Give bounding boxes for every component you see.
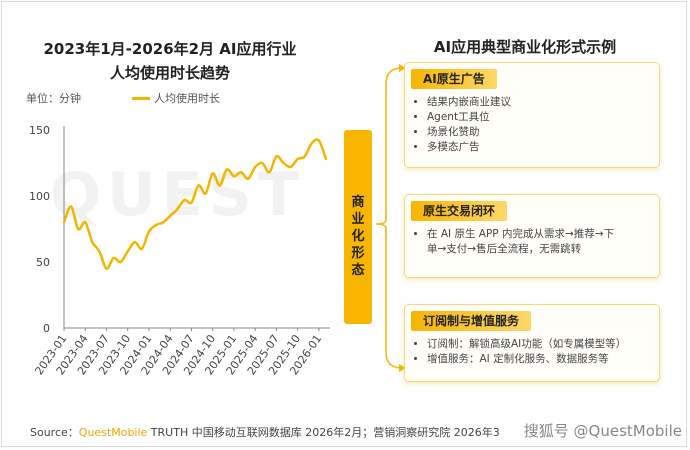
source-prefix: Source：	[30, 426, 79, 439]
data-point	[84, 221, 87, 224]
data-point	[154, 223, 158, 227]
list-item: Agent工具位	[427, 110, 511, 125]
data-point	[169, 214, 172, 217]
card-list-continued: 单→支付→售后全流程，无需跳转	[413, 242, 581, 257]
vertical-char: 商	[351, 195, 365, 210]
y-tick-label: 150	[29, 124, 50, 137]
data-point	[324, 157, 328, 161]
data-point	[176, 208, 179, 211]
legend-swatch	[132, 96, 150, 100]
card-native-ads: AI原生广告 结果内嵌商业建议 Agent工具位 场景化赞助 多模态广告	[404, 62, 660, 168]
data-point	[76, 227, 80, 231]
list-item: 场景化赞助	[427, 125, 511, 140]
series-line	[62, 138, 328, 270]
card-subscription: 订阅制与增值服务 订阅制：解锁高级AI功能（如专属模型等） 增值服务：AI 定制…	[404, 304, 660, 382]
data-point	[268, 171, 271, 174]
card-list: 结果内嵌商业建议 Agent工具位 场景化赞助 多模态广告	[413, 95, 511, 155]
data-point	[225, 168, 229, 171]
card-title: AI原生广告	[411, 69, 497, 89]
vertical-label: 商 业 化 形 态	[344, 194, 372, 279]
vertical-char: 化	[351, 229, 365, 244]
unit-label: 单位：分钟	[26, 92, 81, 105]
vertical-char: 形	[351, 246, 365, 261]
list-item: 订阅制：解锁高级AI功能（如专属模型等）	[427, 337, 626, 352]
legend-label: 人均使用时长	[154, 92, 220, 105]
list-item: 增值服务：AI 定制化服务、数据服务等	[427, 352, 626, 367]
data-point	[303, 155, 306, 158]
data-point	[98, 250, 101, 253]
data-point	[133, 241, 137, 244]
source-text: TRUTH 中国移动互联网数据库 2026年2月；营销洞察研究院 2026年3	[147, 426, 500, 439]
data-point	[275, 155, 278, 158]
data-point	[232, 175, 236, 178]
card-title: 原生交易闭环	[411, 201, 508, 221]
data-point	[218, 184, 221, 187]
data-point	[190, 201, 193, 204]
source-brand: QuestMobile	[78, 426, 148, 439]
data-point	[246, 177, 250, 181]
data-point	[112, 256, 115, 260]
data-point	[62, 221, 66, 224]
right-title: AI应用典型商业化形式示例	[433, 38, 617, 56]
data-point	[282, 161, 285, 165]
list-item: 多模态广告	[427, 140, 511, 155]
data-point	[211, 172, 214, 175]
data-point	[105, 267, 108, 270]
data-point	[119, 260, 122, 264]
y-tick-label: 100	[29, 190, 50, 203]
data-point	[126, 250, 129, 253]
list-item: 在 AI 原生 APP 内完成从需求→推荐→下	[427, 227, 614, 242]
source-footer: Source：QuestMobile TRUTH 中国移动互联网数据库 2026…	[30, 424, 500, 440]
data-point	[140, 247, 144, 250]
sohu-watermark: 搜狐号 @QuestMobile	[523, 422, 682, 440]
data-point	[197, 184, 200, 187]
legend: 人均使用时长	[132, 90, 220, 106]
line-chart: 0501001502023-012023-042023-072023-10202…	[29, 124, 330, 377]
chart-title-line2: 人均使用时长趋势	[109, 64, 230, 82]
data-point	[91, 241, 94, 244]
data-point	[69, 205, 73, 208]
data-point	[317, 139, 321, 142]
vertical-label-box: 商 业 化 形 态	[344, 130, 372, 324]
list-item-continued: 单→支付→售后全流程，无需跳转	[427, 243, 582, 255]
data-point	[253, 165, 257, 169]
bracket-connector	[375, 64, 406, 372]
chart-title-line1: 2023年1月-2026年2月 AI应用行业	[43, 40, 297, 58]
y-tick-label: 50	[36, 256, 50, 269]
data-point	[261, 161, 264, 165]
card-list: 在 AI 原生 APP 内完成从需求→推荐→下	[413, 227, 614, 242]
card-title: 订阅制与增值服务	[411, 311, 532, 331]
y-tick-label: 0	[43, 322, 50, 335]
card-native-trade-loop: 原生交易闭环 在 AI 原生 APP 内完成从需求→推荐→下 单→支付→售后全流…	[404, 194, 660, 278]
data-point	[204, 192, 207, 195]
data-point	[296, 157, 299, 161]
data-point	[310, 142, 314, 145]
card-list: 订阅制：解锁高级AI功能（如专属模型等） 增值服务：AI 定制化服务、数据服务等	[413, 337, 626, 367]
data-point	[183, 198, 186, 202]
data-point	[239, 171, 243, 174]
vertical-char: 态	[351, 263, 365, 278]
vertical-char: 业	[351, 212, 365, 227]
list-item: 结果内嵌商业建议	[427, 95, 511, 110]
data-point	[289, 165, 292, 169]
data-point	[161, 221, 165, 224]
data-point	[147, 230, 151, 233]
